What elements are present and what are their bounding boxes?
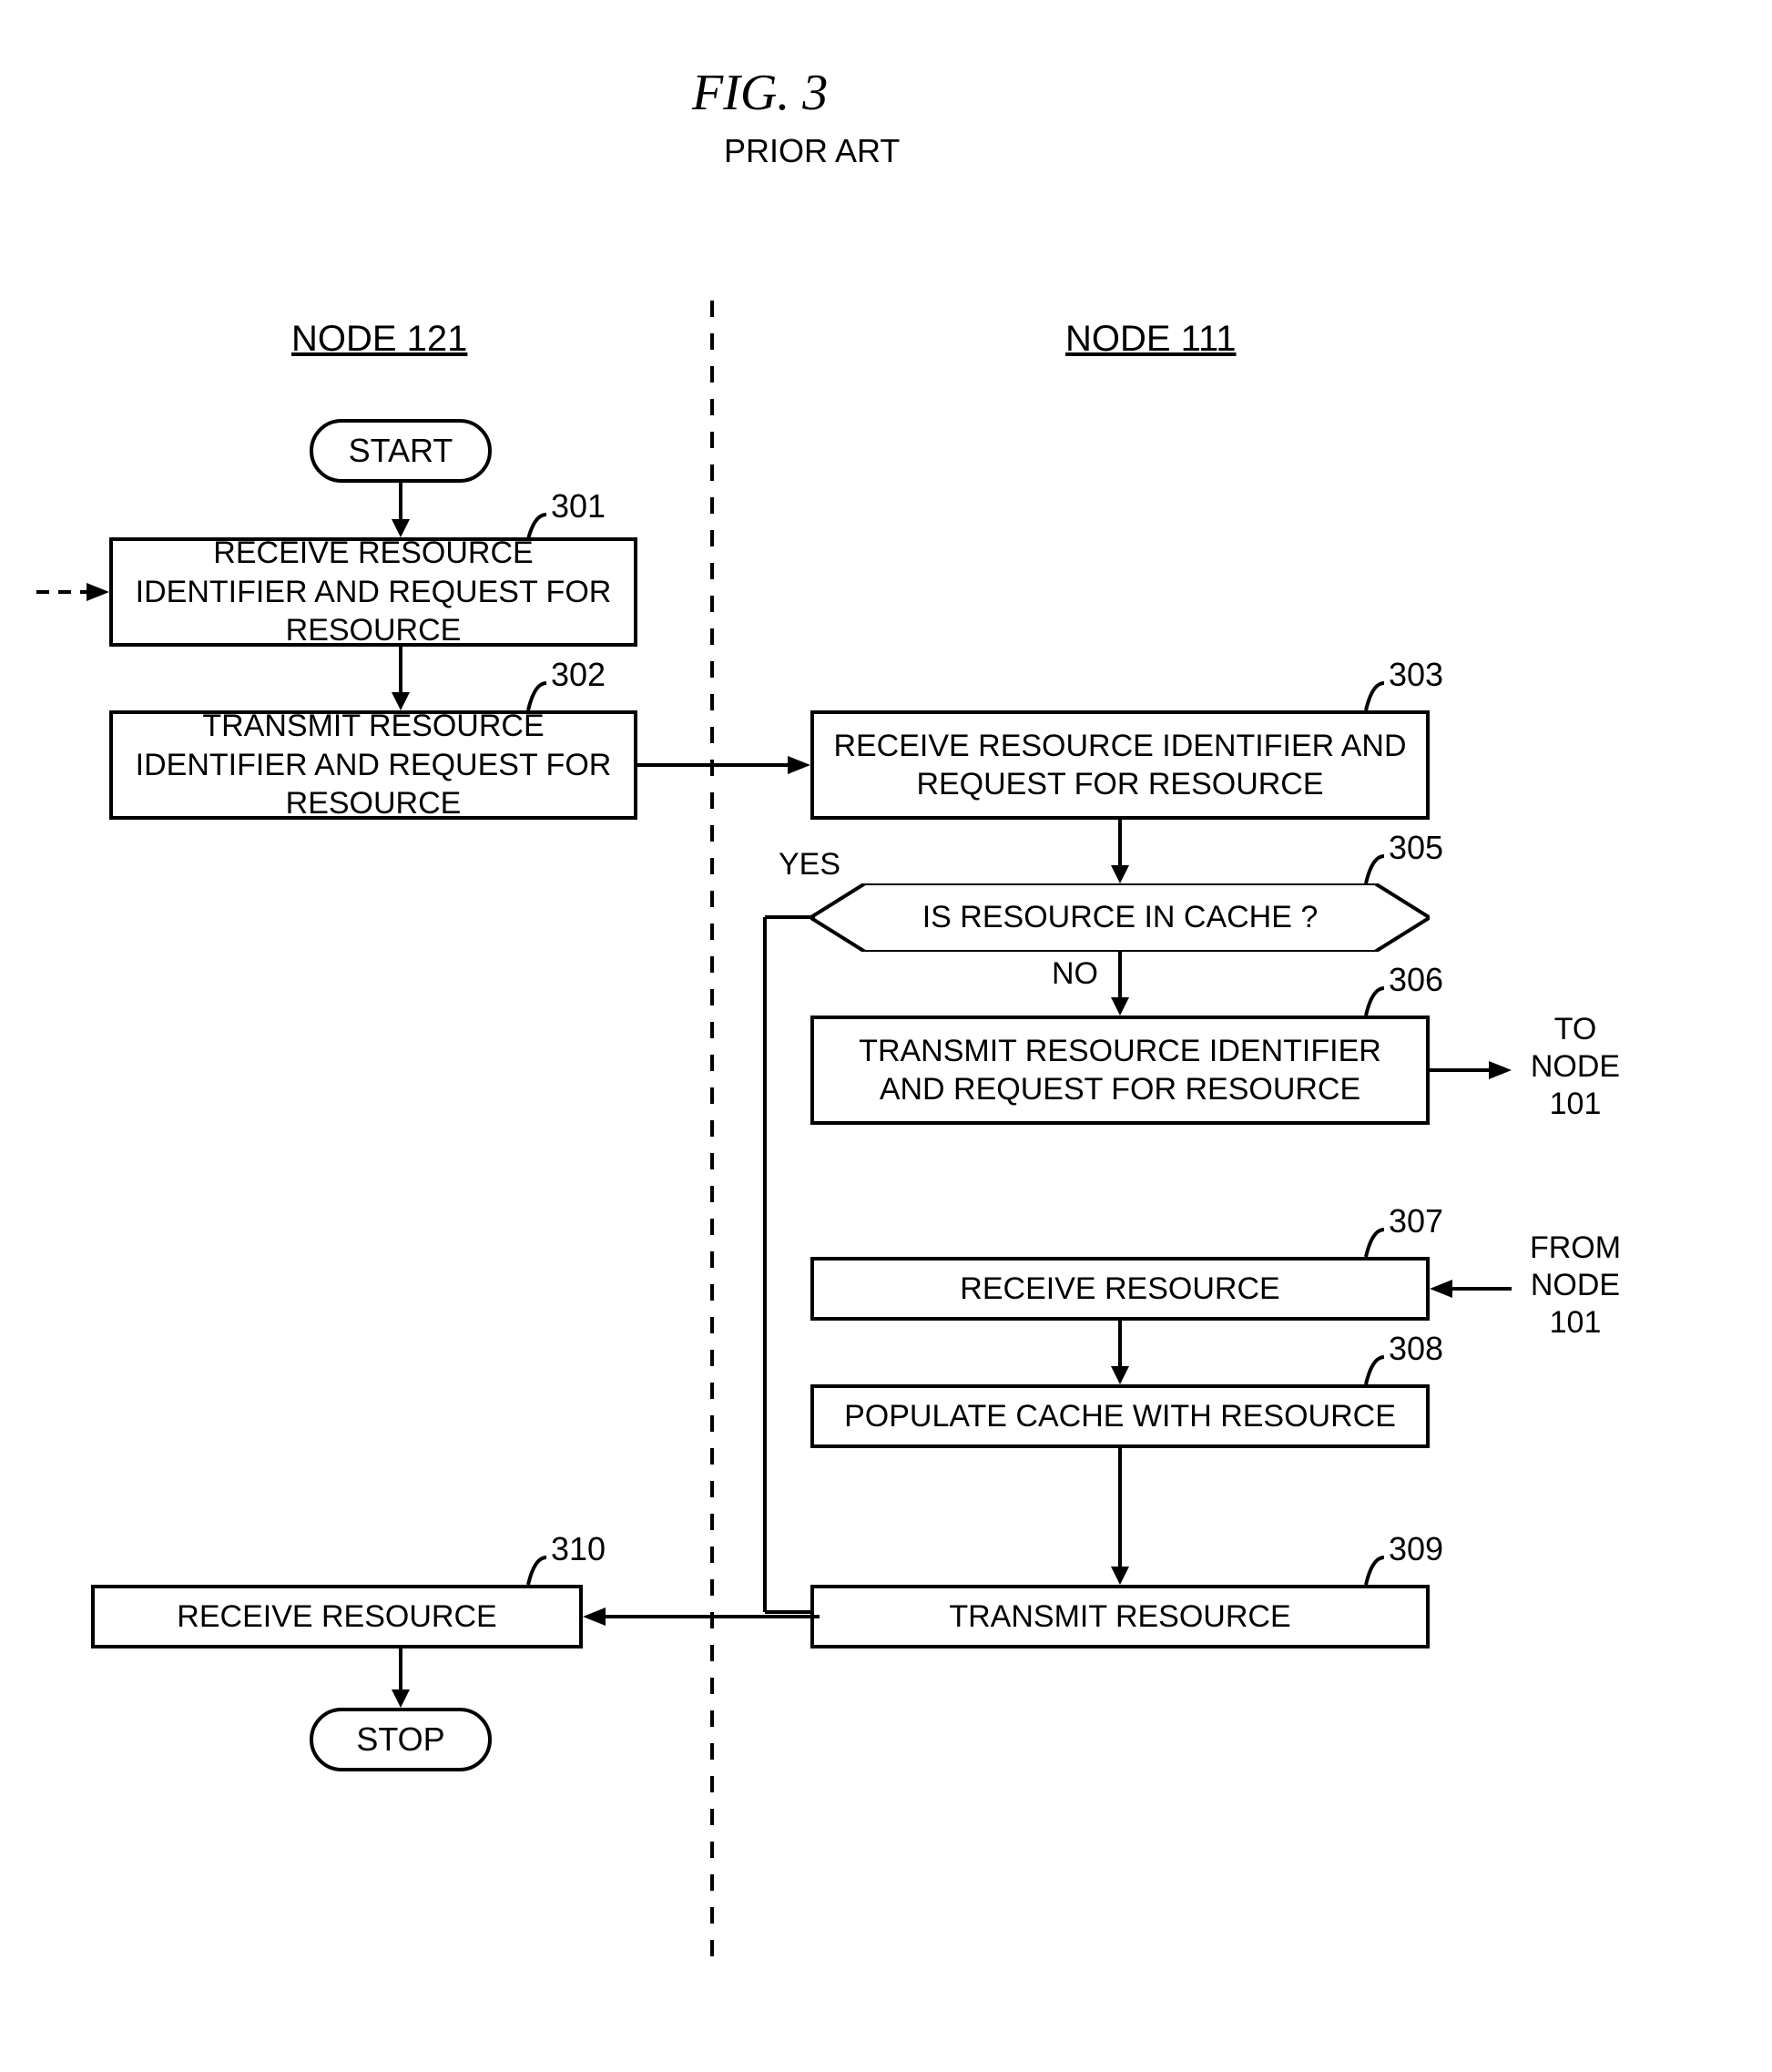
- header-right: NODE 111: [1065, 319, 1236, 360]
- box-310: RECEIVE RESOURCE: [91, 1585, 583, 1648]
- ref-310: 310: [551, 1530, 606, 1568]
- box-301: RECEIVE RESOURCE IDENTIFIER AND REQUEST …: [109, 537, 637, 647]
- ref-307: 307: [1389, 1202, 1443, 1240]
- ref-309: 309: [1389, 1530, 1443, 1568]
- yes-label: YES: [779, 847, 840, 883]
- box-307-label: RECEIVE RESOURCE: [960, 1270, 1279, 1309]
- box-309-label: TRANSMIT RESOURCE: [949, 1597, 1290, 1637]
- stop-label: STOP: [356, 1720, 444, 1759]
- from-node-label: FROM NODE 101: [1521, 1230, 1630, 1341]
- header-left: NODE 121: [291, 319, 467, 360]
- arrow-start-301: [392, 483, 410, 537]
- flowchart-diagram: FIG. 3 PRIOR ART NODE 121 NODE 111 START…: [36, 36, 1736, 2036]
- arrow-305-306: [1111, 952, 1129, 1016]
- box-302-label: TRANSMIT RESOURCE IDENTIFIER AND REQUEST…: [113, 707, 634, 823]
- box-309: TRANSMIT RESOURCE: [810, 1585, 1430, 1648]
- ref-301: 301: [551, 487, 606, 526]
- box-308-label: POPULATE CACHE WITH RESOURCE: [844, 1397, 1396, 1436]
- arrow-310-stop: [392, 1648, 410, 1708]
- arrow-309-310: [583, 1608, 820, 1626]
- to-node-label: TO NODE 101: [1521, 1011, 1630, 1122]
- arrow-into-307: [1430, 1280, 1512, 1298]
- box-306-label: TRANSMIT RESOURCE IDENTIFIER AND REQUEST…: [814, 1032, 1426, 1109]
- ref-tick-306: [1361, 984, 1389, 1018]
- figure-title: FIG. 3: [692, 64, 828, 122]
- arrow-into-301: [36, 583, 109, 601]
- decision-305-label: IS RESOURCE IN CACHE ?: [922, 900, 1319, 935]
- no-label: NO: [1052, 956, 1098, 992]
- arrow-302-303: [637, 756, 810, 774]
- box-310-label: RECEIVE RESOURCE: [177, 1597, 496, 1637]
- start-label: START: [349, 432, 453, 470]
- ref-308: 308: [1389, 1330, 1443, 1368]
- box-302: TRANSMIT RESOURCE IDENTIFIER AND REQUEST…: [109, 710, 637, 820]
- box-303-label: RECEIVE RESOURCE IDENTIFIER AND REQUEST …: [814, 727, 1426, 804]
- box-303: RECEIVE RESOURCE IDENTIFIER AND REQUEST …: [810, 710, 1430, 820]
- stop-terminal: STOP: [310, 1708, 492, 1771]
- box-301-label: RECEIVE RESOURCE IDENTIFIER AND REQUEST …: [113, 534, 634, 650]
- start-terminal: START: [310, 419, 492, 483]
- ref-tick-310: [524, 1553, 551, 1587]
- arrow-301-302: [392, 647, 410, 710]
- ref-306: 306: [1389, 961, 1443, 999]
- arrow-303-305: [1111, 820, 1129, 883]
- box-306: TRANSMIT RESOURCE IDENTIFIER AND REQUEST…: [810, 1016, 1430, 1125]
- ref-tick-309: [1361, 1553, 1389, 1587]
- ref-303: 303: [1389, 656, 1443, 694]
- arrow-307-308: [1111, 1321, 1129, 1384]
- ref-tick-303: [1361, 679, 1389, 713]
- ref-305: 305: [1389, 829, 1443, 867]
- box-308: POPULATE CACHE WITH RESOURCE: [810, 1384, 1430, 1448]
- ref-tick-305: [1361, 852, 1389, 886]
- arrow-306-out: [1430, 1061, 1512, 1079]
- ref-302: 302: [551, 656, 606, 694]
- figure-subtitle: PRIOR ART: [724, 132, 900, 170]
- ref-tick-308: [1361, 1352, 1389, 1387]
- box-307: RECEIVE RESOURCE: [810, 1257, 1430, 1321]
- ref-tick-307: [1361, 1225, 1389, 1260]
- column-divider: [710, 301, 714, 1967]
- arrow-308-309: [1111, 1448, 1129, 1585]
